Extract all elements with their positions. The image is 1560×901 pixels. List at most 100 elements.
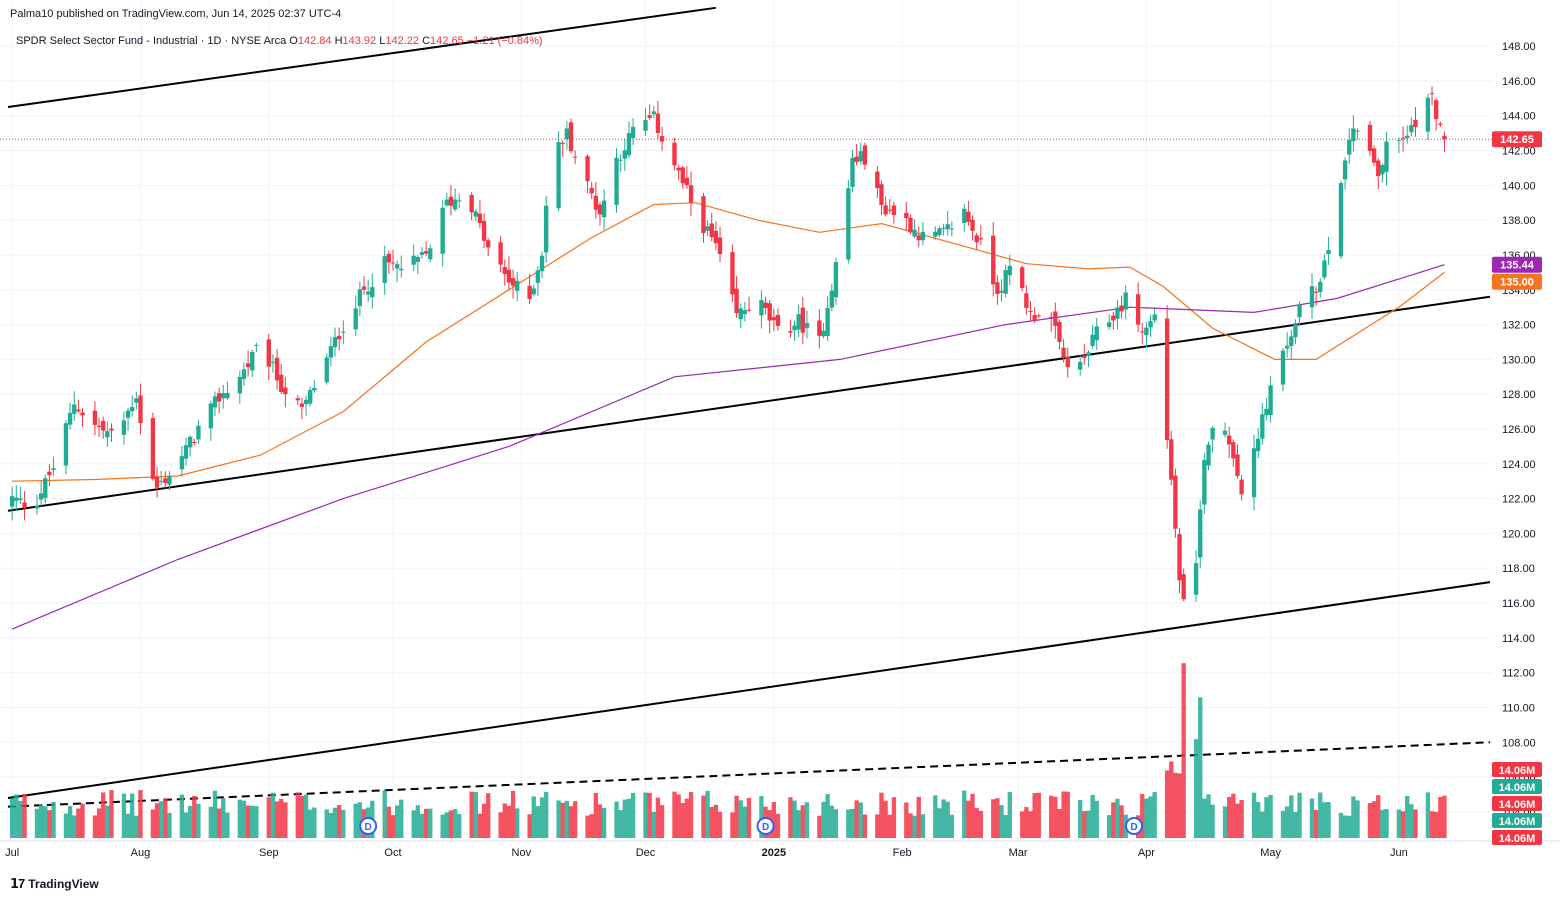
volume-bar xyxy=(1367,803,1373,838)
dividend-marker xyxy=(756,817,775,835)
volume-bar xyxy=(775,813,781,838)
volume-bar xyxy=(76,808,81,838)
volume-bar xyxy=(109,790,114,838)
candle-body xyxy=(1239,479,1244,495)
candle-body xyxy=(1284,345,1290,349)
candle-body xyxy=(879,184,884,205)
candle-body xyxy=(506,269,512,283)
candle-body xyxy=(448,196,454,206)
y-tick-label: 148.00 xyxy=(1502,41,1536,53)
candle-body xyxy=(560,142,565,144)
candle-body xyxy=(1227,435,1232,445)
candle-body xyxy=(109,428,114,431)
volume-bar xyxy=(515,808,520,838)
volume-bar xyxy=(862,814,868,838)
volume-badge-label: 14.06M xyxy=(1499,765,1536,777)
volume-bar xyxy=(473,792,478,838)
volume-bar xyxy=(382,790,387,838)
candle-body xyxy=(825,307,830,337)
volume-bar xyxy=(1140,794,1145,838)
candle-body xyxy=(1206,444,1211,466)
volume-bar xyxy=(1280,810,1286,838)
volume-bar xyxy=(1065,791,1070,838)
volume-bar xyxy=(949,814,955,838)
volume-bar xyxy=(125,813,131,838)
y-tick-label: 140.00 xyxy=(1502,180,1536,192)
candle-body xyxy=(1260,414,1265,439)
volume-bar xyxy=(672,791,677,838)
candle-body xyxy=(1268,385,1273,416)
volume-bar xyxy=(486,793,491,838)
volume-bar xyxy=(630,792,636,838)
volume-bar xyxy=(879,792,884,838)
candle-body xyxy=(274,357,280,381)
volume-axis: 14.06M 14.06M 14.06M 14.06M 14.06M xyxy=(1492,762,1542,845)
y-tick-label: 142.00 xyxy=(1502,146,1536,158)
volume-bar xyxy=(469,791,474,838)
candle-body xyxy=(792,325,797,331)
candle-body xyxy=(597,204,603,215)
candle-body xyxy=(1434,100,1439,120)
volume-bar xyxy=(386,806,392,838)
candle-body xyxy=(279,374,284,392)
volume-bar xyxy=(274,801,280,838)
volume-bar xyxy=(705,790,710,838)
candle-body xyxy=(535,270,541,283)
volume-bar xyxy=(1024,807,1029,838)
price-badges: 142.65 135.44 135.00 xyxy=(1492,131,1542,290)
candle-body xyxy=(999,290,1004,293)
candle-body xyxy=(1106,322,1112,327)
candle-body xyxy=(254,344,259,346)
volume-bar xyxy=(817,815,822,838)
candle-body xyxy=(680,167,685,184)
candle-body xyxy=(353,308,358,330)
symbol-legend[interactable]: SPDR Select Sector Fund - Industrial · 1… xyxy=(16,35,543,47)
volume-bar xyxy=(101,792,106,838)
volume-bar xyxy=(1173,772,1178,838)
candle-body xyxy=(564,128,570,140)
candlesticks xyxy=(9,86,1447,602)
volume-bar xyxy=(821,801,826,838)
volume-bar xyxy=(1376,795,1381,838)
volume-bar xyxy=(1293,811,1298,838)
volume-bar xyxy=(680,803,685,838)
candle-body xyxy=(486,240,491,248)
volume-bar xyxy=(1206,794,1211,838)
y-tick-label: 138.00 xyxy=(1502,215,1536,227)
y-tick-label: 108.00 xyxy=(1502,737,1536,749)
candle-body xyxy=(1326,250,1331,255)
candle-body xyxy=(593,195,599,210)
volume-bar xyxy=(221,798,226,838)
volume-bar xyxy=(457,813,462,838)
volume-bar xyxy=(647,792,652,838)
volume-bar xyxy=(196,803,201,838)
candle-body xyxy=(1210,427,1215,440)
candle-body xyxy=(970,219,975,231)
price-axis[interactable]: 148.00146.00144.00142.00140.00138.00136.… xyxy=(1502,41,1536,819)
volume-badge xyxy=(1492,779,1542,794)
volume-bar xyxy=(701,795,706,838)
candle-body xyxy=(1235,454,1240,476)
volume-bar xyxy=(138,790,143,838)
volume-bar xyxy=(312,807,317,838)
volume-bar xyxy=(1086,810,1091,838)
candle-body xyxy=(556,142,561,209)
tradingview-logo[interactable]: 𝟭7 TradingView xyxy=(10,876,99,892)
candle-body xyxy=(163,478,168,483)
x-tick-label: Dec xyxy=(636,847,656,859)
time-axis[interactable]: Jul Aug Sep Oct Nov Dec 2025 Feb Mar Apr May Jun xyxy=(0,840,1560,859)
volume-bar xyxy=(1181,663,1186,838)
candle-body xyxy=(1322,260,1327,278)
volume-bar xyxy=(854,800,859,838)
volume-bar xyxy=(804,802,810,838)
candle-body xyxy=(1251,448,1257,498)
candle-body xyxy=(659,136,665,142)
volume-bar xyxy=(941,799,946,838)
volume-bar xyxy=(444,812,449,838)
x-tick-label: May xyxy=(1260,847,1281,859)
candle-body xyxy=(618,159,623,161)
volume-bar xyxy=(18,800,23,838)
trendlines[interactable] xyxy=(7,6,1491,808)
